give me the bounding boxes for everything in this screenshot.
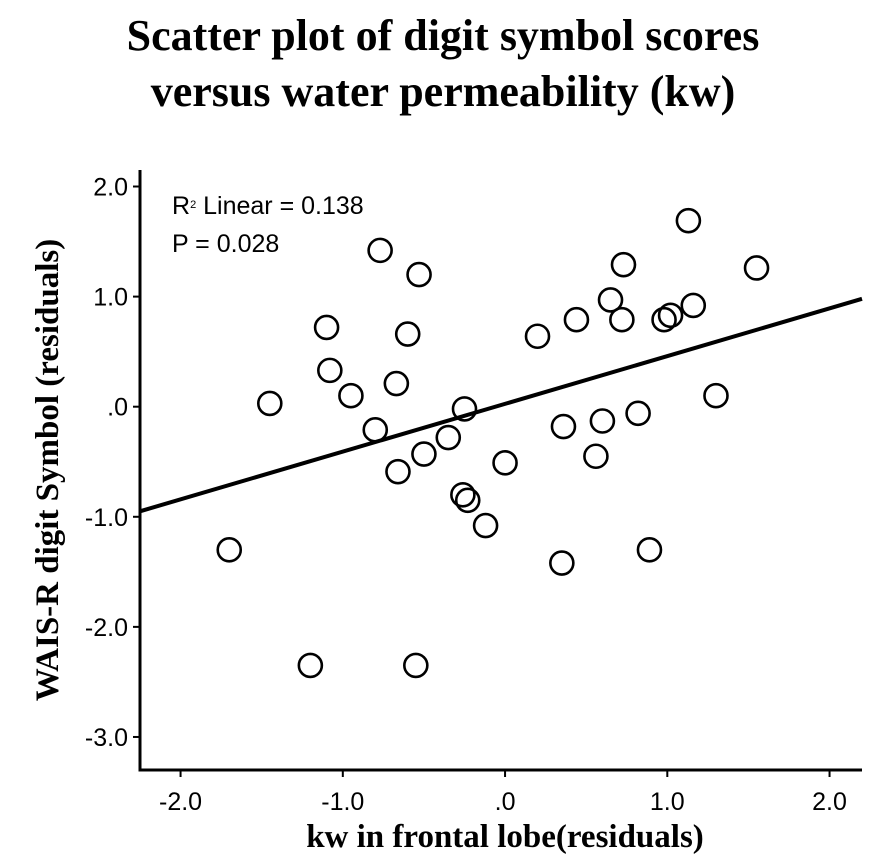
y-axis-label: WAIS-R digit Symbol (residuals) — [30, 239, 66, 701]
data-point — [609, 306, 635, 333]
data-point — [317, 357, 343, 384]
chart-title-line-1: Scatter plot of digit symbol scores — [126, 11, 760, 60]
data-point — [675, 207, 702, 234]
y-ticks: 2.0 1.0 .0 -1.0 -2.0 -3.0 — [85, 174, 140, 752]
data-point — [216, 537, 243, 563]
x-axis-label: kw in frontal lobe(residuals) — [306, 819, 704, 855]
data-point — [597, 287, 624, 313]
data-point — [362, 417, 389, 443]
data-point — [367, 237, 393, 264]
chart-title-line-2: versus water permeability (kw) — [150, 67, 736, 116]
data-point — [383, 370, 410, 397]
y-tick-label: -1.0 — [85, 504, 128, 532]
y-tick-label: .0 — [107, 394, 128, 422]
data-point — [524, 323, 551, 350]
x-tick-label: 1.0 — [650, 788, 685, 816]
data-point — [703, 382, 729, 409]
y-tick-label: 1.0 — [93, 284, 128, 312]
r-squared-value: Linear = 0.138 — [196, 192, 364, 220]
r-squared-annotation: R2 Linear = 0.138 — [172, 192, 364, 220]
data-point — [492, 450, 518, 476]
data-point — [636, 537, 663, 563]
data-point — [472, 512, 499, 539]
data-point — [743, 255, 770, 281]
data-points — [216, 207, 770, 679]
data-point — [394, 321, 421, 347]
data-point — [550, 413, 577, 440]
data-point — [651, 306, 677, 333]
data-point — [338, 382, 364, 409]
p-value-annotation: P = 0.028 — [172, 230, 279, 258]
data-point — [680, 292, 707, 319]
x-tick-label: -1.0 — [321, 788, 364, 816]
data-point — [313, 314, 340, 341]
data-point — [411, 441, 437, 467]
data-point — [610, 251, 637, 278]
data-point — [385, 458, 411, 485]
data-point — [625, 400, 651, 427]
y-tick-label: -3.0 — [85, 724, 128, 752]
y-tick-label: -2.0 — [85, 614, 128, 642]
data-point — [583, 443, 609, 470]
data-point — [406, 261, 432, 288]
x-tick-label: .0 — [495, 788, 516, 816]
x-ticks: -2.0 -1.0 .0 1.0 2.0 — [159, 770, 847, 816]
data-point — [589, 408, 616, 434]
chart-title: Scatter plot of digit symbol scores vers… — [0, 8, 886, 120]
y-tick-label: 2.0 — [93, 174, 128, 202]
data-point — [563, 306, 590, 333]
x-tick-label: -2.0 — [159, 788, 202, 816]
data-point — [454, 487, 481, 514]
data-point — [549, 550, 575, 576]
data-point — [256, 390, 283, 417]
r-squared-superscript: 2 — [190, 199, 196, 211]
data-point — [657, 302, 684, 329]
x-tick-label: 2.0 — [812, 788, 847, 816]
r-squared-symbol: R — [172, 192, 190, 220]
linear-fit-line — [139, 296, 863, 514]
data-point — [451, 396, 478, 422]
data-point — [435, 424, 462, 451]
data-point — [403, 652, 429, 679]
data-point — [450, 481, 476, 508]
data-point — [297, 652, 324, 679]
